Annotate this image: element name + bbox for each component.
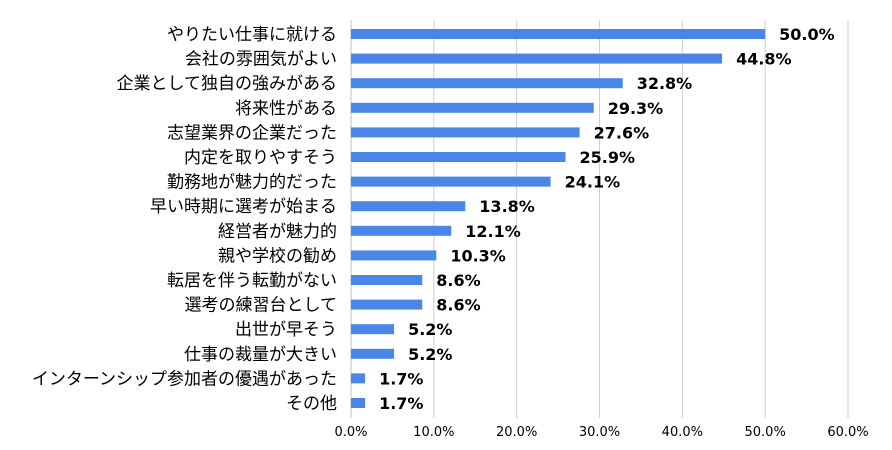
category-label: 早い時期に選考が始まる: [150, 197, 337, 217]
category-label: 親や学校の勧め: [218, 246, 337, 266]
value-label: 1.7%: [379, 394, 423, 413]
bars: [351, 29, 766, 408]
category-label: 選考の練習台として: [185, 296, 338, 316]
x-tick-label: 0.0%: [334, 425, 367, 440]
value-label: 13.8%: [479, 197, 535, 216]
bar: [351, 299, 423, 310]
category-label: インターンシップ参加者の優遇があった: [32, 369, 337, 389]
value-label: 50.0%: [779, 25, 835, 44]
x-tick-label: 10.0%: [413, 425, 454, 440]
x-tick-label: 40.0%: [662, 425, 703, 440]
x-tick-label: 50.0%: [745, 425, 786, 440]
value-label: 32.8%: [637, 74, 693, 93]
value-label: 10.3%: [450, 246, 506, 265]
bar: [351, 152, 566, 162]
category-label: 会社の雰囲気がよい: [185, 50, 337, 70]
value-label: 12.1%: [465, 222, 521, 241]
x-tick-label: 30.0%: [579, 425, 620, 440]
category-label: 勤務地が魅力的だった: [167, 173, 337, 193]
value-labels: 50.0% 44.8% 32.8% 29.3% 27.6% 25.9% 24.1% 13.8%…: [379, 25, 835, 413]
bar: [351, 176, 551, 187]
value-label: 8.6%: [436, 271, 480, 290]
category-label: 転居を伴う転勤がない: [167, 271, 337, 291]
category-label: 出世が早そう: [235, 320, 337, 340]
x-tick-label: 60.0%: [827, 425, 868, 440]
value-label: 1.7%: [379, 369, 423, 388]
category-label: 内定を取りやすそう: [184, 148, 337, 168]
category-label: やりたい仕事に就ける: [167, 25, 337, 45]
bar: [351, 348, 395, 359]
bar: [351, 201, 466, 212]
value-label: 25.9%: [580, 148, 636, 167]
bar: [351, 324, 395, 335]
bar: [351, 78, 623, 89]
value-label: 5.2%: [408, 345, 452, 364]
bar: [351, 29, 766, 39]
bar: [351, 373, 366, 384]
bar: [351, 275, 423, 285]
x-tick-label: 20.0%: [496, 425, 537, 440]
category-label: その他: [286, 394, 337, 414]
category-label: 仕事の裁量が大きい: [184, 345, 337, 365]
bar: [351, 53, 723, 64]
bar: [351, 225, 452, 236]
category-labels: やりたい仕事に就ける会社の雰囲気がよい企業として独自の強みがある将来性がある志望…: [32, 25, 337, 414]
value-label: 5.2%: [408, 320, 452, 339]
bar: [351, 398, 366, 408]
x-axis-ticks: 0.0% 10.0% 20.0% 30.0% 40.0% 50.0% 60.0%: [334, 425, 868, 440]
bar: [351, 250, 437, 261]
value-label: 27.6%: [594, 123, 650, 142]
value-label: 24.1%: [565, 173, 621, 192]
category-label: 志望業界の企業だった: [167, 123, 337, 143]
category-label: 経営者が魅力的: [218, 222, 337, 242]
category-label: 企業として独自の強みがある: [117, 74, 338, 94]
value-label: 44.8%: [736, 50, 792, 69]
category-label: 将来性がある: [235, 99, 337, 119]
bar: [351, 102, 594, 113]
value-label: 8.6%: [436, 296, 480, 315]
bar: [351, 127, 580, 138]
value-label: 29.3%: [608, 99, 664, 118]
